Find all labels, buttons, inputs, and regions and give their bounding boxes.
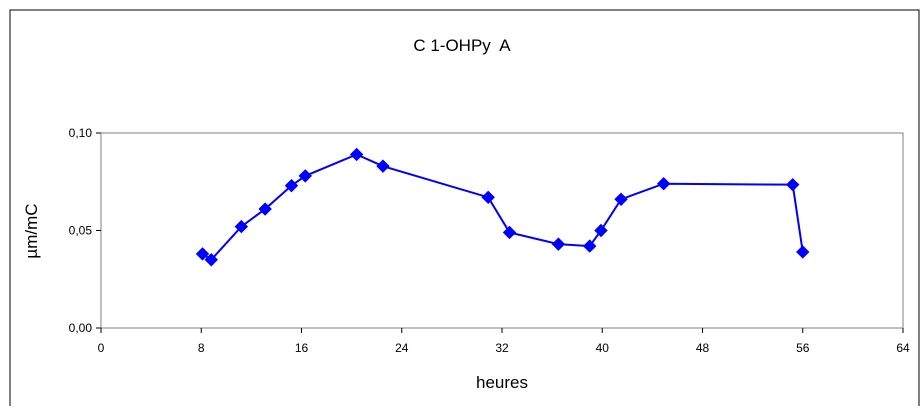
data-point xyxy=(284,178,299,193)
data-point xyxy=(349,147,364,162)
y-axis-label: µm/mC xyxy=(22,203,41,258)
y-tick-label: 0,05 xyxy=(69,224,93,238)
data-point xyxy=(796,245,810,259)
data-point xyxy=(195,247,210,261)
x-tick-label: 48 xyxy=(696,341,710,355)
x-tick-label: 56 xyxy=(796,341,810,355)
data-point xyxy=(298,169,312,183)
x-tick-label: 8 xyxy=(198,341,205,355)
x-tick-label: 32 xyxy=(495,341,509,355)
x-tick-label: 40 xyxy=(596,341,610,355)
data-point xyxy=(502,225,517,240)
x-tick-label: 0 xyxy=(98,341,105,355)
data-point xyxy=(656,176,671,191)
chart-title: C 1-OHPy A xyxy=(413,36,511,55)
data-point xyxy=(204,253,218,267)
data-point xyxy=(594,223,608,238)
data-point xyxy=(583,239,597,253)
data-point xyxy=(786,177,800,192)
data-point xyxy=(614,192,628,207)
data-point xyxy=(258,202,272,216)
x-tick-label: 24 xyxy=(395,341,409,355)
y-tick-label: 0,10 xyxy=(69,126,93,140)
data-point xyxy=(481,190,495,205)
x-tick-label: 16 xyxy=(295,341,309,355)
series-layer xyxy=(195,147,810,267)
data-point xyxy=(376,159,390,173)
plot-area xyxy=(100,132,904,329)
data-point xyxy=(234,219,249,234)
x-tick-label: 64 xyxy=(896,341,910,355)
y-axis: 0,00 0,05 0,10 xyxy=(69,126,101,335)
y-tick-label: 0,00 xyxy=(69,321,93,335)
data-point xyxy=(551,237,566,251)
x-axis: 0 8 16 24 32 40 48 56 64 xyxy=(98,328,910,355)
x-axis-label: heures xyxy=(476,373,528,392)
